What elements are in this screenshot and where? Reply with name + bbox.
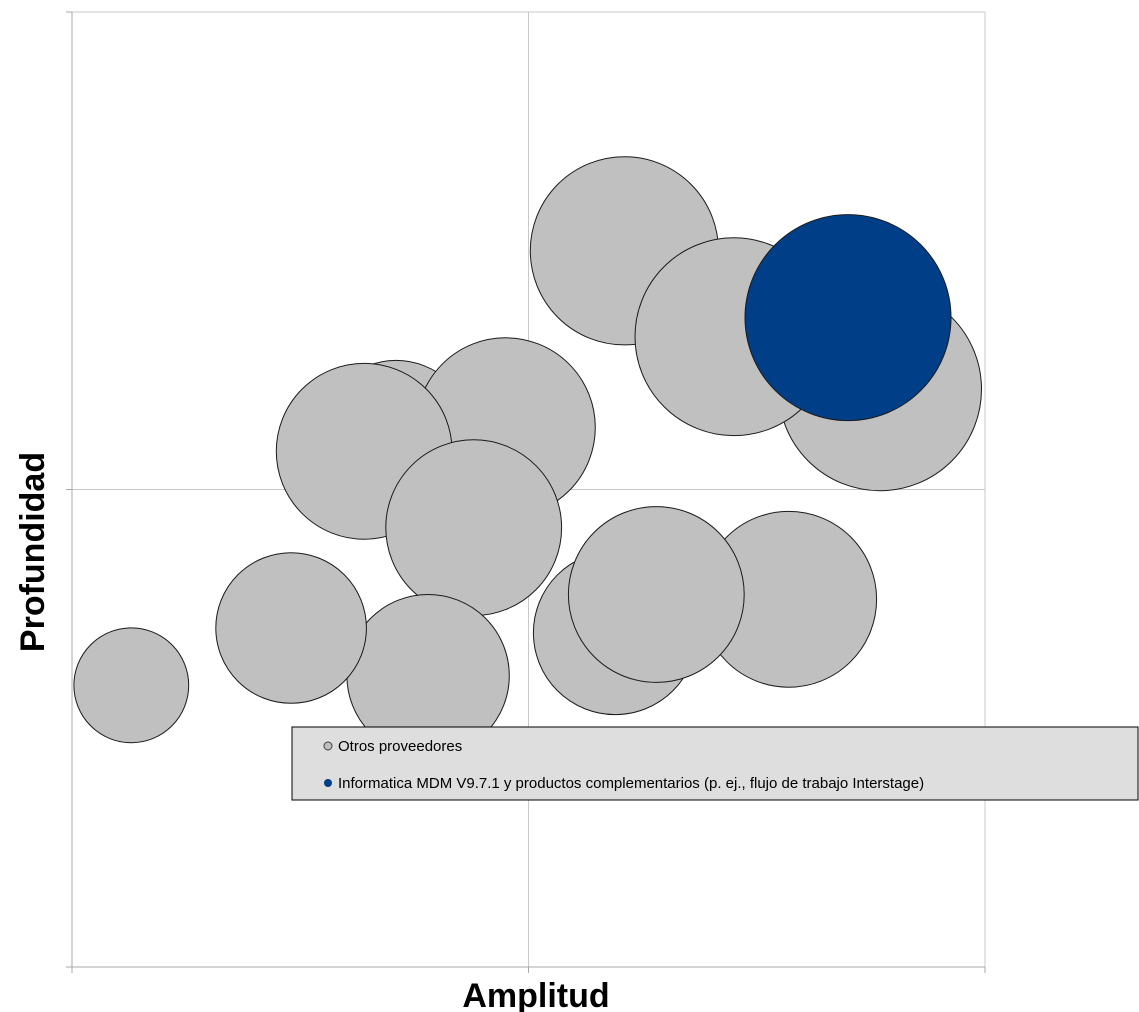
bubble-otros-proveedores-10 (567, 506, 745, 683)
legend-label-otros-proveedores: Otros proveedores (338, 738, 462, 755)
x-axis-title: Amplitud (462, 977, 609, 1012)
y-axis-title: Profundidad (14, 452, 52, 652)
legend-marker-informatica (324, 779, 332, 787)
plot-grid (66, 11, 986, 973)
bubble-informatica-1 (744, 214, 952, 422)
bubble-otros-proveedores-12 (215, 552, 367, 704)
bubble-otros-proveedores-7 (385, 439, 563, 617)
legend-label-informatica: Informatica MDM V9.7.1 y productos compl… (338, 775, 924, 792)
bubble-layer (73, 156, 982, 758)
legend: Otros proveedores Informatica MDM V9.7.1… (291, 726, 1139, 801)
bubble-otros-proveedores-13 (73, 627, 190, 744)
legend-marker-otros-proveedores (323, 741, 333, 751)
legend-box (291, 726, 1139, 801)
